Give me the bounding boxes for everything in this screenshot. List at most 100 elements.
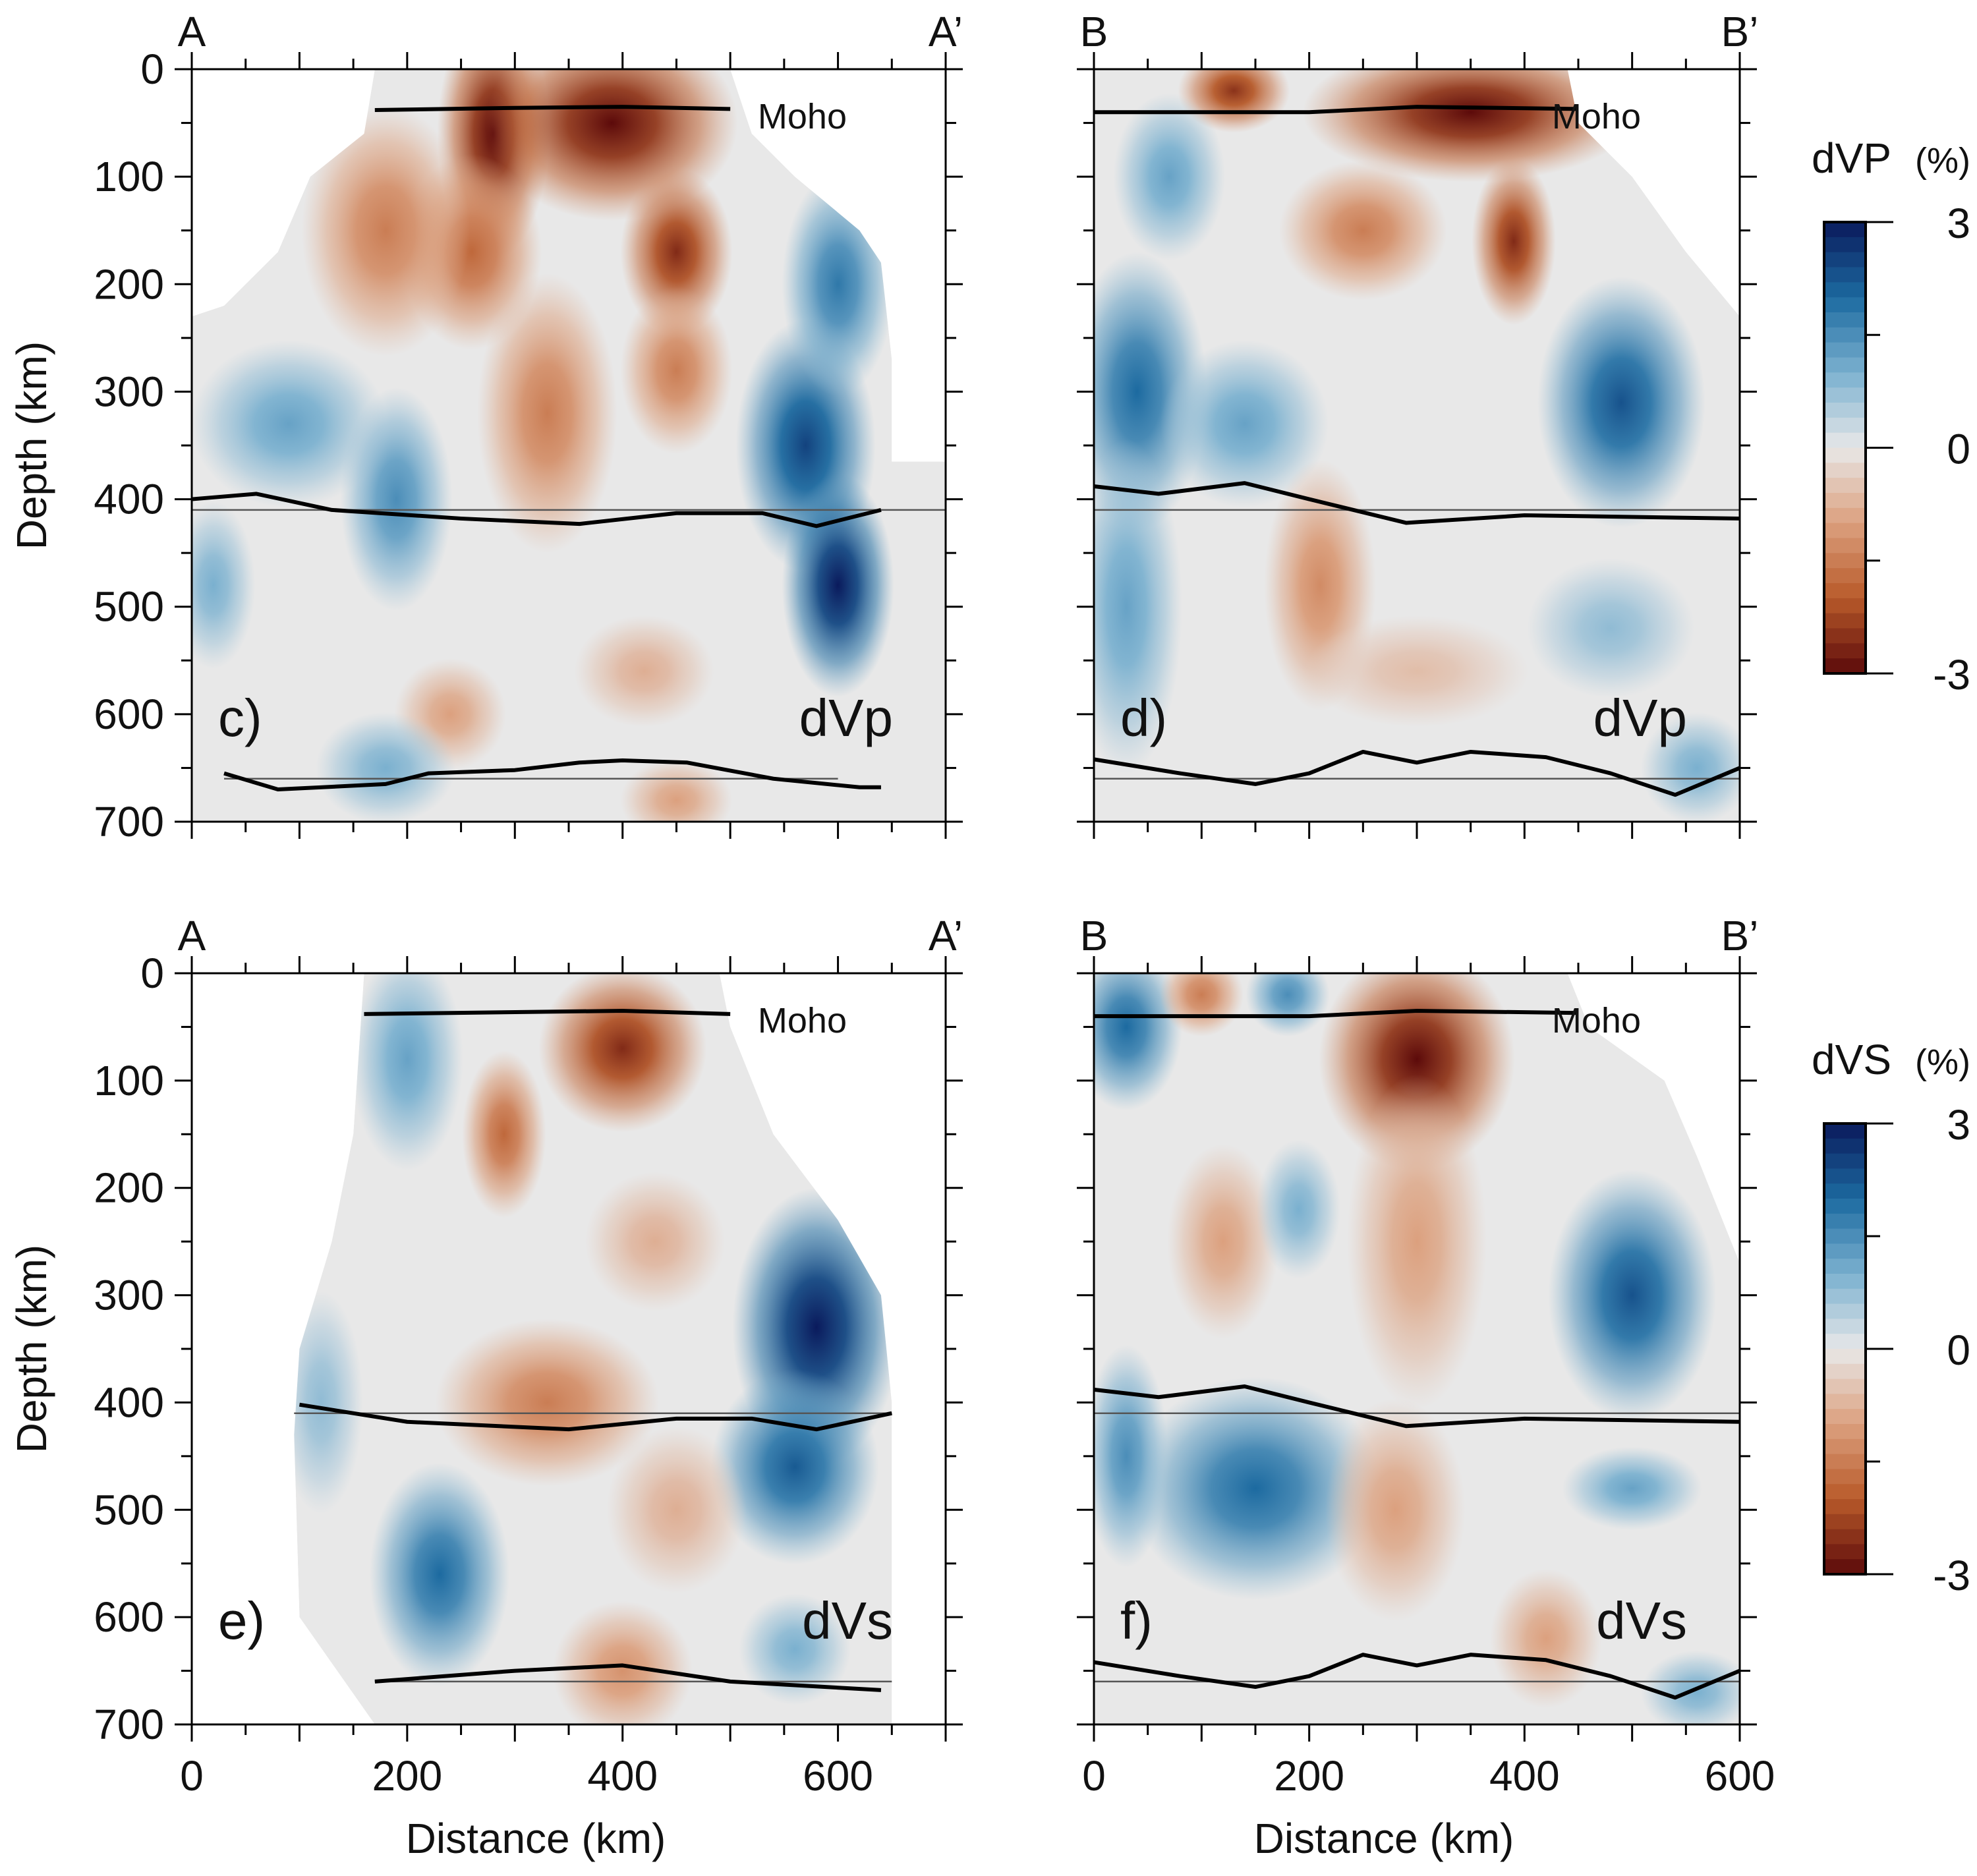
y-tick-label: 500	[94, 583, 164, 631]
anomaly	[369, 1462, 510, 1686]
panel-f: 0 200 400 600 Distance (km) B B’ Moho f) dVs	[1077, 912, 1775, 1862]
profile-start-label: A	[178, 8, 206, 55]
y-tick-label: 200	[94, 260, 164, 308]
anomaly	[574, 615, 714, 727]
panel-d: B B’ Moho d) dVp	[1077, 8, 1759, 839]
anomaly	[538, 973, 707, 1133]
profile-end-label: A’	[929, 912, 963, 959]
colorbar-swatch	[1824, 1183, 1866, 1199]
profile-end-label: B’	[1721, 8, 1759, 55]
colorbar-swatch	[1824, 1274, 1866, 1290]
y-tick-label: 500	[94, 1486, 164, 1533]
moho-line	[1094, 1009, 1579, 1019]
colorbar-swatch	[1824, 1469, 1866, 1485]
anomaly	[1640, 712, 1740, 822]
y-tick-label: 0	[140, 950, 164, 997]
profile-start-label: B	[1080, 8, 1108, 55]
anomaly	[1167, 1143, 1279, 1340]
x-tick-label: 0	[180, 1752, 204, 1800]
colorbar-swatch	[1824, 282, 1866, 298]
colorbar-dvs: 3 0 -3 dVS (%)	[1812, 1036, 1970, 1599]
colorbar-swatch	[1824, 553, 1866, 569]
anomaly	[1278, 160, 1447, 300]
colorbar-swatch	[1824, 432, 1866, 449]
colorbar-swatch	[1824, 1303, 1866, 1320]
field-label: dVp	[1593, 689, 1687, 747]
colorbar-swatch	[1824, 583, 1866, 599]
discontinuity-410-line	[299, 1402, 892, 1432]
anomaly	[1302, 69, 1639, 183]
anomaly	[782, 172, 894, 396]
velocity-field	[1094, 973, 1740, 1724]
colorbar-tick-label: 3	[1947, 1101, 1970, 1149]
anomaly	[620, 168, 733, 336]
colorbar-swatch	[1824, 1334, 1866, 1350]
colorbar-swatch	[1824, 1454, 1866, 1470]
discontinuity-660-line	[1093, 749, 1741, 797]
colorbar-swatch	[1824, 1514, 1866, 1530]
anomaly	[315, 712, 456, 822]
anomaly	[1113, 92, 1226, 261]
anomaly	[1537, 276, 1705, 528]
moho-label: Moho	[1552, 1001, 1641, 1040]
colorbar-swatch	[1824, 1484, 1866, 1500]
discontinuity-410-line	[1093, 481, 1740, 525]
anomaly	[340, 387, 453, 611]
y-tick-label: 700	[94, 798, 164, 845]
colorbar-swatch	[1824, 598, 1866, 614]
x-tick-label: 600	[803, 1752, 873, 1800]
colorbar-swatch	[1824, 568, 1866, 584]
anomaly	[477, 273, 617, 554]
moho-line	[364, 1009, 731, 1016]
anomaly	[1246, 973, 1330, 1037]
colorbar-swatch	[1824, 1394, 1866, 1409]
colorbar-swatch	[1824, 222, 1866, 238]
discontinuity-660-line	[1093, 1653, 1741, 1700]
anomaly	[1562, 1446, 1702, 1531]
anomaly	[192, 340, 387, 508]
anomaly	[1305, 615, 1529, 727]
colorbar-swatch	[1824, 1213, 1866, 1230]
anomaly	[301, 104, 470, 356]
x-axis-label: Distance (km)	[406, 1815, 666, 1862]
colorbar-swatch	[1824, 1123, 1866, 1139]
y-tick-label: 300	[94, 368, 164, 415]
colorbar-swatch	[1824, 463, 1866, 478]
colorbar-swatch	[1824, 658, 1866, 674]
moho-label: Moho	[758, 97, 847, 136]
y-tick-label: 700	[94, 1701, 164, 1748]
moho-line	[374, 105, 731, 112]
colorbar-swatch	[1824, 1438, 1866, 1455]
colorbar-swatch	[1824, 417, 1866, 434]
y-tick-label: 600	[94, 1593, 164, 1641]
colorbar-tick-label: -3	[1933, 651, 1970, 698]
colorbar-swatch	[1824, 1243, 1866, 1259]
colorbar-swatch	[1824, 628, 1866, 644]
anomaly	[435, 1319, 660, 1487]
colorbar-swatch	[1824, 523, 1866, 539]
anomaly	[1094, 439, 1182, 775]
moho-label: Moho	[758, 1001, 847, 1040]
colorbar-swatch	[1824, 1199, 1866, 1214]
colorbar-swatch	[1824, 237, 1866, 253]
colorbar-swatch	[1824, 1363, 1866, 1380]
colorbar-tick-label: 0	[1947, 1326, 1970, 1374]
colorbar-swatch	[1824, 643, 1866, 659]
colorbar-swatch	[1824, 387, 1866, 403]
discontinuity-410-line	[1093, 1384, 1740, 1429]
colorbar-swatch	[1824, 1228, 1866, 1245]
y-axis-label: Depth (km)	[8, 341, 55, 550]
discontinuity-660-line	[223, 758, 881, 792]
colorbar-swatch	[1824, 327, 1866, 343]
anomaly	[462, 1050, 546, 1218]
colorbar-swatch	[1824, 342, 1866, 358]
anomaly	[1160, 340, 1329, 508]
colorbar-swatch	[1824, 538, 1866, 554]
profile-end-label: A’	[929, 8, 963, 55]
colorbar-tick-label: -3	[1933, 1552, 1970, 1599]
anomaly	[620, 286, 733, 455]
anomaly	[1490, 1568, 1602, 1709]
x-tick-label: 400	[1489, 1752, 1560, 1800]
panel-label: d)	[1120, 689, 1167, 747]
colorbar-swatch	[1824, 447, 1866, 464]
